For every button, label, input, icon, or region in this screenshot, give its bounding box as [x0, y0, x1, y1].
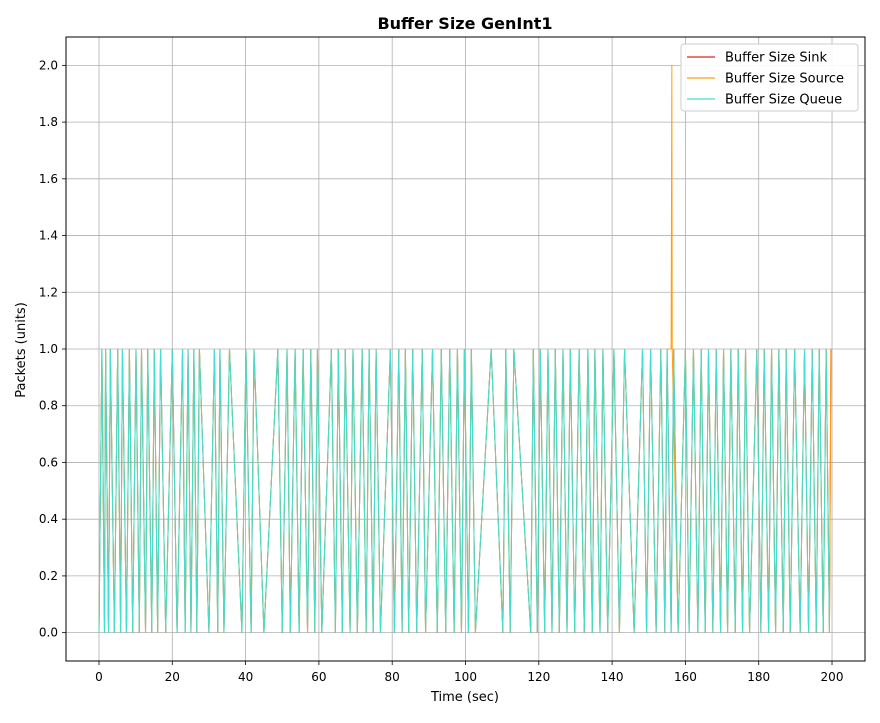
- x-tick-label: 140: [601, 670, 624, 684]
- y-tick-label: 0.6: [39, 455, 58, 469]
- x-tick-label: 180: [747, 670, 770, 684]
- x-tick-label: 60: [311, 670, 326, 684]
- legend-label: Buffer Size Source: [725, 72, 844, 87]
- legend-box: [680, 43, 859, 112]
- x-tick-label: 200: [821, 670, 844, 684]
- y-tick-label: 1.6: [39, 172, 58, 186]
- y-tick-label: 1.8: [39, 115, 58, 129]
- grid-layer: [66, 37, 865, 661]
- y-tick-label: 0.2: [39, 569, 58, 583]
- legend: Buffer Size Sink Buffer Size Source Buffer…: [680, 43, 859, 112]
- plot-area: [98, 65, 832, 633]
- x-tick-label: 0: [95, 670, 103, 684]
- x-tick-label: 20: [165, 670, 180, 684]
- chart-title: Buffer Size GenInt1: [377, 14, 552, 33]
- legend-label: Buffer Size Queue: [725, 93, 842, 108]
- y-axis-ticks: 0.0 0.2 0.4 0.6 0.8 1.0 1.2 1.4 1.6 1.8 2.0: [39, 58, 66, 640]
- y-tick-label: 1.2: [39, 285, 58, 299]
- y-tick-label: 2.0: [39, 58, 58, 72]
- x-tick-label: 80: [385, 670, 400, 684]
- y-tick-label: 1.4: [39, 229, 58, 243]
- x-axis-label: Time (sec): [430, 690, 499, 705]
- y-axis-label: Packets (units): [14, 302, 29, 398]
- y-tick-label: 0.4: [39, 512, 58, 526]
- x-axis-ticks: 0 20 40 60 80 100 120 140 160 180 200: [95, 661, 843, 684]
- x-tick-label: 40: [238, 670, 253, 684]
- x-tick-label: 100: [454, 670, 477, 684]
- legend-label: Buffer Size Sink: [725, 51, 828, 66]
- x-tick-label: 160: [674, 670, 697, 684]
- y-tick-label: 0.0: [39, 626, 58, 640]
- series-line-3: [98, 348, 830, 633]
- y-tick-label: 0.8: [39, 399, 58, 413]
- x-tick-label: 120: [527, 670, 550, 684]
- y-tick-label: 1.0: [39, 342, 58, 356]
